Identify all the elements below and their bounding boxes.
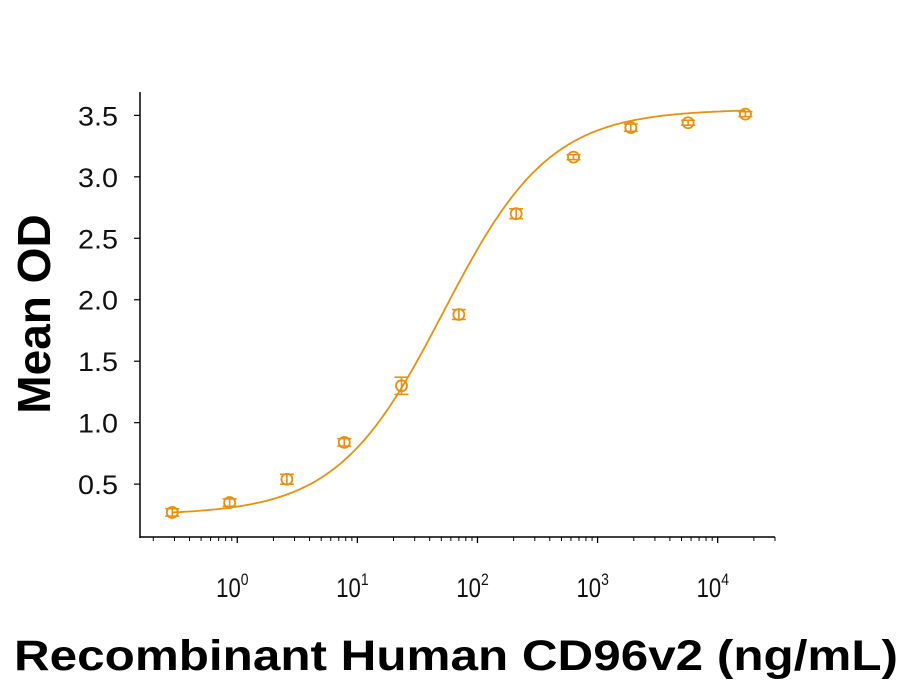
y-tick-label: 3.0 [78, 163, 118, 193]
x-tick-exponent: 3 [601, 571, 609, 590]
data-marker [509, 207, 523, 221]
data-marker [223, 496, 237, 509]
x-tick-label: 100 [216, 571, 249, 604]
x-tick-exponent: 0 [241, 571, 249, 590]
y-tick-label: 0.5 [78, 470, 118, 500]
data-point [681, 116, 696, 130]
x-tick-label: 102 [456, 571, 488, 604]
data-point [222, 496, 237, 509]
y-tick-label: 2.5 [78, 224, 118, 254]
data-marker [165, 506, 179, 519]
data-marker [337, 435, 351, 449]
axes [134, 92, 776, 543]
x-tick-label: 101 [336, 571, 368, 604]
x-tick-exponent: 2 [481, 571, 489, 590]
x-tick-base: 10 [216, 574, 241, 604]
fit-curve [172, 109, 746, 514]
x-tick-base: 10 [336, 574, 361, 604]
data-marker [567, 150, 580, 164]
data-point [165, 506, 180, 519]
data-point [738, 107, 753, 121]
data-marker [681, 116, 695, 130]
x-tick-label: 104 [697, 571, 730, 604]
data-point [509, 207, 524, 221]
data-marker [738, 107, 752, 121]
data-point [566, 150, 581, 164]
y-tick-label: 2.0 [78, 286, 118, 316]
y-tick-label: 1.0 [78, 409, 118, 439]
y-tick-label: 1.5 [78, 347, 118, 377]
data-marker [452, 308, 466, 321]
x-tick-label: 103 [576, 571, 608, 604]
x-tick-base: 10 [697, 574, 722, 604]
x-tick-exponent: 4 [721, 571, 729, 590]
fit-curve-group [172, 109, 746, 514]
y-tick-labels: 0.5 1.0 1.5 2.0 2.5 3.0 3.5 [78, 101, 118, 500]
data-point [337, 435, 352, 449]
x-tick-base: 10 [576, 574, 601, 604]
data-point [394, 376, 409, 396]
x-tick-labels: 100 101 102 103 104 [216, 571, 729, 604]
y-axis-title: Mean OD [8, 214, 60, 413]
data-points [165, 107, 753, 519]
x-tick-exponent: 1 [361, 571, 369, 590]
data-marker [624, 121, 638, 135]
data-point [623, 121, 638, 135]
data-point [451, 308, 466, 321]
data-marker [395, 379, 408, 393]
x-axis-title: Recombinant Human CD96v2 (ng/mL) [14, 632, 898, 680]
x-tick-base: 10 [456, 574, 481, 604]
data-marker [280, 472, 294, 486]
data-point [279, 472, 294, 486]
y-tick-label: 3.5 [78, 101, 118, 131]
